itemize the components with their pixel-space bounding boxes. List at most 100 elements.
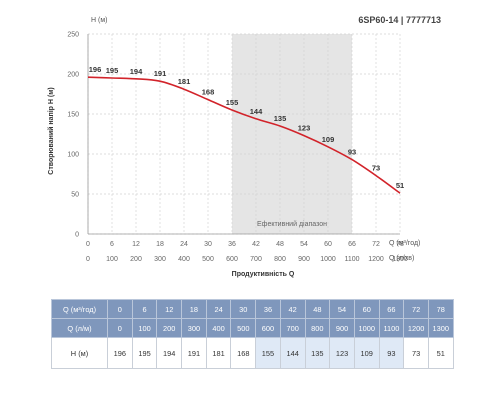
table-head-cell: 109	[353, 337, 380, 369]
x-tick-label-bottom: 800	[274, 256, 286, 263]
table-row-label-q-lmin: Q (л/м)	[51, 318, 108, 338]
x-tick-label-top: 54	[300, 241, 308, 248]
model-title: 6SP60-14 | 7777713	[358, 15, 441, 25]
table-q-lmin-cell: 600	[255, 318, 281, 338]
x-tick-label-top: 72	[372, 241, 380, 248]
table-q-lmin-cell: 1200	[403, 318, 429, 338]
x-tick-label-top: 66	[348, 241, 356, 248]
x-tick-label-top: 36	[228, 241, 236, 248]
table-row-label-q-m3h: Q (м³/год)	[51, 299, 108, 319]
table-q-lmin-cell: 1300	[427, 318, 454, 338]
y-tick-label: 50	[71, 192, 79, 199]
table-q-m3h-cell: 36	[255, 299, 281, 319]
x-tick-label-bottom: 0	[86, 256, 90, 263]
table-q-lmin-cell: 900	[329, 318, 355, 338]
data-label: 191	[154, 69, 167, 78]
data-label: 135	[274, 114, 287, 123]
data-label: 123	[298, 124, 311, 133]
x-tick-label-top: 0	[86, 241, 90, 248]
table-q-lmin-cell: 700	[279, 318, 306, 338]
x-tick-label-bottom: 600	[226, 256, 238, 263]
table-q-m3h-cell: 54	[329, 299, 355, 319]
data-label: 109	[322, 135, 335, 144]
table-q-lmin-cell: 0	[107, 318, 133, 338]
table-head-cell: 144	[279, 337, 306, 369]
table-q-lmin-cell: 500	[230, 318, 257, 338]
pump-data-table: Q (м³/год) 0 6 12 18 24 30 36 42 48 54 60 66 72 78 Q …	[51, 299, 454, 369]
x-tick-label-top: 30	[204, 241, 212, 248]
table-row-q-lmin: Q (л/м) 0 100 200 300 400 500 600 700 800 900 1000…	[51, 318, 454, 338]
x-tick-label-bottom: 1300	[392, 256, 408, 263]
data-label: 155	[226, 98, 239, 107]
y-tick-label: 200	[67, 72, 79, 79]
data-label: 93	[348, 148, 356, 157]
table-q-m3h-cell: 78	[427, 299, 454, 319]
chart-grid	[87, 33, 401, 235]
y-axis-label: Створюваний напір H (м)	[47, 87, 55, 174]
table-q-m3h-cell: 30	[230, 299, 257, 319]
data-label: 181	[178, 77, 191, 86]
x-tick-label-bottom: 100	[106, 256, 118, 263]
x-tick-label-top: 6	[110, 241, 114, 248]
x-tick-label-top: 78	[396, 241, 404, 248]
table-q-lmin-cell: 200	[156, 318, 183, 338]
table-q-lmin-cell: 100	[131, 318, 158, 338]
table-q-m3h-cell: 72	[403, 299, 429, 319]
table-row-label-head: H (м)	[51, 337, 108, 369]
data-label: 51	[396, 181, 404, 190]
data-label: 168	[202, 88, 215, 97]
table-head-cell: 73	[403, 337, 429, 369]
table-q-lmin-cell: 800	[304, 318, 331, 338]
data-labels: 196 195 194 191 181 168 155 144 135 123 109 93 73 51	[89, 65, 404, 190]
x-tick-label-bottom: 700	[250, 256, 262, 263]
x-tick-label-bottom: 900	[298, 256, 310, 263]
y-tick-label: 150	[67, 112, 79, 119]
data-label: 195	[106, 66, 119, 75]
x-tick-label-bottom: 300	[154, 256, 166, 263]
x-tick-label-top: 60	[324, 241, 332, 248]
x-tick-label-top: 48	[276, 241, 284, 248]
table-head-cell: 181	[205, 337, 232, 369]
table-q-m3h-cell: 12	[156, 299, 183, 319]
data-label: 194	[130, 67, 143, 76]
x-tick-label-bottom: 500	[202, 256, 214, 263]
x-tick-label-bottom: 1200	[368, 256, 384, 263]
table-row-q-m3h: Q (м³/год) 0 6 12 18 24 30 36 42 48 54 60 66 72 78	[51, 299, 454, 319]
table-head-cell: 196	[107, 337, 133, 369]
table-head-cell: 194	[156, 337, 183, 369]
table-q-m3h-cell: 18	[181, 299, 207, 319]
x-axis-unit-top: Q (м³/год)	[389, 240, 420, 247]
table-head-cell: 168	[230, 337, 257, 369]
table-head-cell: 191	[181, 337, 207, 369]
x-tick-label-top: 42	[252, 241, 260, 248]
x-tick-label-bottom: 400	[178, 256, 190, 263]
table-q-m3h-cell: 66	[378, 299, 405, 319]
x-tick-label-bottom: 1100	[344, 256, 359, 263]
table-q-lmin-cell: 400	[205, 318, 232, 338]
table-q-m3h-cell: 0	[107, 299, 133, 319]
table-q-m3h-cell: 42	[279, 299, 306, 319]
x-tick-label-top: 24	[180, 241, 188, 248]
x-tick-label-top: 18	[156, 241, 164, 248]
data-label: 196	[89, 65, 102, 74]
efficiency-band	[232, 34, 352, 234]
y-tick-label: 250	[67, 32, 79, 39]
table-head-cell: 93	[378, 337, 405, 369]
x-tick-label-top: 12	[132, 241, 140, 248]
table-head-cell: 51	[427, 337, 454, 369]
y-axis-unit: H (м)	[91, 17, 107, 24]
table-head-cell: 135	[304, 337, 331, 369]
table-q-m3h-cell: 24	[205, 299, 232, 319]
data-label: 144	[250, 107, 263, 116]
y-tick-label: 100	[67, 152, 79, 159]
table-head-cell: 195	[131, 337, 158, 369]
table-head-cell: 123	[329, 337, 355, 369]
x-axis-ticks: 0 0 6 100 12 200 18 300 24 400 30 500 36 600 42 700 48 80…	[86, 241, 408, 263]
table-q-lmin-cell: 1000	[353, 318, 380, 338]
y-tick-label: 0	[75, 232, 79, 239]
pump-curve-line	[87, 76, 401, 194]
data-label: 73	[372, 164, 380, 173]
table-head-cell: 155	[255, 337, 281, 369]
table-q-lmin-cell: 1100	[378, 318, 405, 338]
